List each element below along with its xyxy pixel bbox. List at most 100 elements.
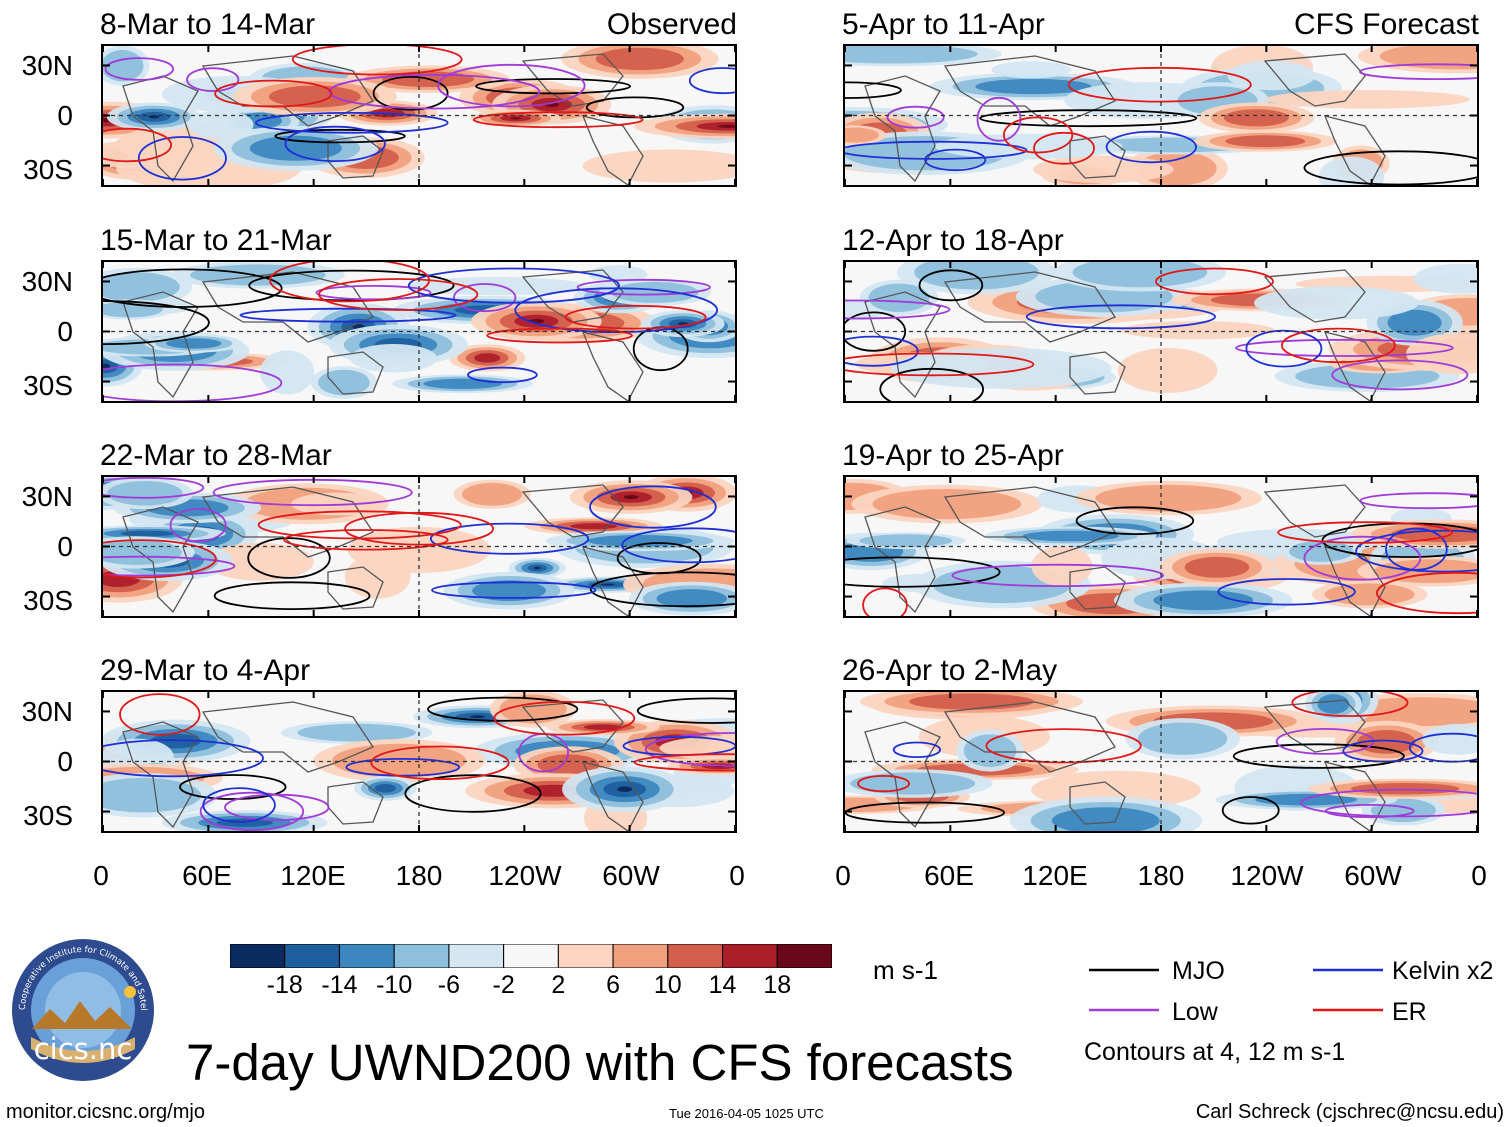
coastline [1263,53,1366,107]
longitude-label: 180 [395,860,443,891]
map-panel-fcst [843,260,1479,403]
footer-url[interactable]: monitor.cicsnc.org/mjo [6,1101,205,1123]
map-panel-fcst [843,44,1479,187]
wind-anomaly-field [845,262,1477,401]
coastline [581,115,644,185]
low-contour [104,57,174,81]
kelvin-contour [1245,329,1323,368]
kelvin-contour [1025,304,1216,330]
map-panel-fcst [843,475,1479,618]
wind-anomaly-field [845,46,1477,185]
er-contour [103,127,172,163]
colorbar-tick-label: 10 [653,971,682,999]
er-contour [1291,692,1409,717]
legend-label-kelvin: Kelvin x2 [1392,957,1494,985]
panel-source-label: Observed [606,8,737,41]
kelvin-contour [1385,527,1448,571]
panel-title: 15-Mar to 21-Mar [100,224,332,257]
coastline [122,506,199,614]
er-contour [269,262,431,303]
low-contour [886,105,945,129]
low-contour [103,363,283,401]
legend-note: Contours at 4, 12 m s-1 [1084,1038,1346,1066]
map-panel-obs [101,475,737,618]
mjo-contour [979,109,1198,128]
mjo-contour [103,300,210,345]
er-contour [318,278,479,311]
longitude-label: 60E [182,860,232,891]
longitude-label: 0 [729,860,745,891]
coastline [521,53,624,107]
mjo-contour [589,571,735,608]
colorbar-tick-label: -2 [492,971,515,999]
coastline [943,55,1116,127]
er-contour [633,753,735,772]
legend-label-low: Low [1172,998,1218,1026]
legend-lines [1089,968,1383,1012]
wind-anomaly-field [103,477,735,616]
latitude-label: 0 [57,100,73,131]
longitude-label: 0 [1471,860,1487,891]
mjo-contour [213,581,371,610]
coastline [1263,269,1366,323]
kelvin-contour [103,739,264,778]
er-contour [857,775,910,793]
kelvin-contour [254,112,449,134]
kelvin-contour [467,366,538,384]
mjo-contour [918,269,984,302]
main-title: 7-day UWND200 with CFS forecasts [186,1034,1014,1091]
low-contour [453,283,517,313]
longitude-label: 0 [93,860,109,891]
coastline [864,721,941,829]
coastline [327,566,384,610]
kelvin-contour [621,527,735,564]
low-contour [1303,535,1422,581]
colorbar-tick-label: 2 [551,971,566,999]
mjo-contour [179,774,287,800]
kelvin-contour [845,140,1028,160]
kelvin-contour [688,67,735,95]
mjo-contour [845,311,907,352]
colorbar-tick-label: -14 [321,971,358,999]
longitude-label: 0 [835,860,851,891]
kelvin-contour [892,741,942,759]
mjo-contour [404,774,542,813]
latitude-label: 30S [23,154,73,185]
colorbar-swatch [338,943,395,969]
coastline [122,721,199,829]
coastline [122,75,199,183]
low-contour [1331,359,1469,391]
low-contour [576,278,711,296]
low-contour [103,555,236,577]
mjo-contour [636,697,735,724]
low-contour [315,285,432,301]
kelvin-contour [431,581,597,599]
latitude-label: 30N [21,696,73,727]
low-contour [328,74,541,110]
mjo-contour [427,696,579,722]
coastline [201,486,374,558]
coastline [864,75,941,183]
low-contour [169,507,227,543]
colorbar-units: m s-1 [873,955,938,985]
cics-logo-emblem: Cooperative Institute for Climate and Sa… [7,930,154,1081]
colorbar-tick-label: 6 [606,971,621,999]
low-contour [1359,63,1477,80]
longitude-label: 120W [488,860,562,891]
kelvin-contour [284,125,386,162]
mjo-contour [845,556,1001,588]
coastline [1263,484,1366,538]
kelvin-contour [924,148,987,172]
er-contour [862,587,908,616]
low-contour [103,477,205,499]
longitude-label: 120E [280,860,346,891]
er-contour [1033,131,1095,165]
map-panel-obs [101,260,737,403]
er-contour [985,728,1142,764]
mjo-contour [103,268,283,308]
er-contour [283,529,449,551]
colorbar-tick-label: 14 [708,971,737,999]
wind-anomaly-field [103,46,735,185]
coastline [1323,761,1386,831]
cics-logo: Cooperative Institute for Climate and Sa… [7,930,156,1083]
